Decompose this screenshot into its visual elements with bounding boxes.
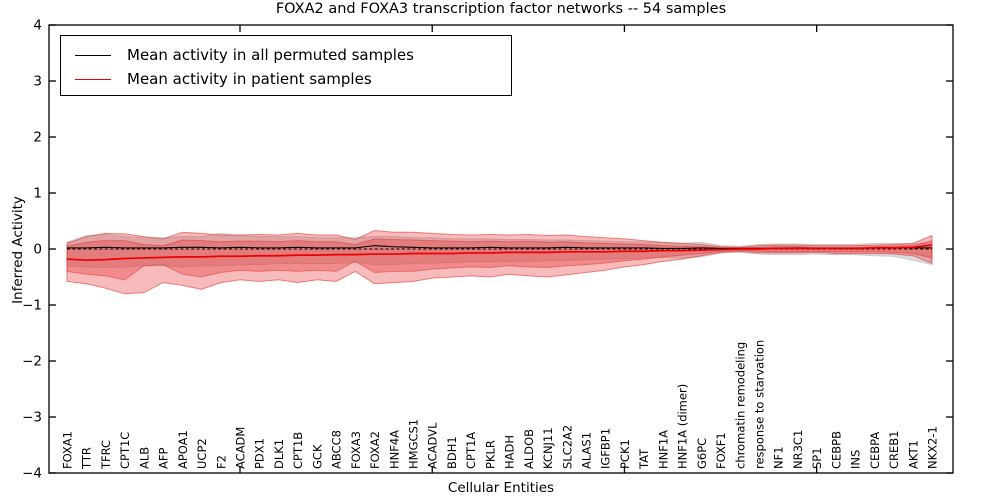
- x-entity-label: TFRC: [99, 440, 113, 470]
- x-entity-label: NF1: [772, 446, 786, 469]
- x-entity-label: CEBPB: [829, 431, 843, 469]
- x-entity-label: AKT1: [906, 440, 920, 469]
- legend-line-red: [75, 78, 111, 80]
- x-entity-label: ALAS1: [580, 432, 594, 469]
- x-entity-label: CEBPA: [868, 432, 882, 469]
- x-entity-label: ABCC8: [330, 430, 344, 469]
- x-axis-label: Cellular Entities: [447, 480, 555, 496]
- x-entity-label: KCNJ11: [541, 427, 555, 469]
- x-entity-label: FOXA3: [349, 431, 363, 469]
- x-entity-label: NKX2-1: [926, 426, 940, 469]
- y-tick-label: −3: [22, 410, 42, 426]
- legend-entry-permuted: Mean activity in all permuted samples: [61, 43, 511, 67]
- x-entity-label: F2: [214, 455, 228, 469]
- x-entity-label: chromatin remodeling: [733, 342, 747, 469]
- x-entity-label: SP1: [810, 447, 824, 469]
- y-tick-label: −2: [22, 354, 42, 370]
- band-patient-outer: [66, 230, 933, 295]
- x-entity-label: DLK1: [272, 439, 286, 469]
- y-tick-label: −1: [22, 298, 42, 314]
- x-entity-label: ACADVL: [426, 422, 440, 469]
- x-entity-label: HNF1A: [656, 430, 670, 469]
- x-entity-label: APOA1: [176, 430, 190, 469]
- chart-title: FOXA2 and FOXA3 transcription factor net…: [275, 1, 727, 17]
- x-entity-label: UCP2: [195, 438, 209, 469]
- x-entity-label: HNF1A (dimer): [676, 384, 690, 469]
- x-entity-label: NR3C1: [791, 430, 805, 469]
- x-entity-label: CPT1A: [464, 432, 478, 469]
- x-entity-label: ALB: [137, 447, 151, 469]
- x-entity-label: CREB1: [887, 431, 901, 470]
- y-tick-label: 0: [33, 242, 42, 258]
- y-tick-label: 1: [33, 186, 42, 202]
- x-entity-label: TAT: [637, 448, 651, 470]
- y-tick-label: 2: [33, 130, 42, 146]
- legend-line-black: [75, 54, 111, 56]
- x-entity-label: IGFBP1: [599, 428, 613, 469]
- legend-entry-patient: Mean activity in patient samples: [61, 67, 511, 91]
- band-permuted-range: [66, 232, 933, 268]
- x-entity-label: PDX1: [253, 438, 267, 469]
- x-entity-label: FOXA1: [61, 431, 75, 469]
- x-entity-label: HMGCS1: [407, 419, 421, 469]
- x-entity-label: G6PC: [695, 438, 709, 469]
- x-entity-label: TTR: [80, 447, 94, 470]
- y-tick-label: −4: [22, 466, 42, 482]
- x-entity-label: PCK1: [618, 439, 632, 469]
- x-entity-label: CPT1B: [291, 432, 305, 469]
- y-tick-label: 3: [33, 74, 42, 90]
- patient-mean-line: [66, 244, 933, 262]
- y-tick-label: 4: [33, 18, 42, 34]
- x-entity-label: AFP: [157, 448, 171, 469]
- x-entity-label: HNF4A: [387, 430, 401, 469]
- x-entity-label: SLC2A2: [560, 425, 574, 469]
- legend-label: Mean activity in patient samples: [127, 70, 372, 88]
- legend-box: Mean activity in all permuted samples Me…: [60, 35, 512, 96]
- x-entity-label: response to starvation: [753, 340, 767, 469]
- x-entity-label: INS: [849, 450, 863, 469]
- x-entity-label: HADH: [503, 435, 517, 469]
- y-axis-label: Inferred Activity: [10, 196, 26, 304]
- x-entity-label: ACADM: [234, 427, 248, 469]
- x-entity-label: ALDOB: [522, 429, 536, 469]
- x-entity-label: FOXF1: [714, 432, 728, 469]
- x-entity-label: FOXA2: [368, 431, 382, 469]
- x-entity-label: PKLR: [483, 440, 497, 469]
- x-entity-label: BDH1: [445, 436, 459, 469]
- x-entity-label: CPT1C: [118, 432, 132, 469]
- x-entity-label: GCK: [310, 444, 324, 469]
- legend-label: Mean activity in all permuted samples: [127, 46, 414, 64]
